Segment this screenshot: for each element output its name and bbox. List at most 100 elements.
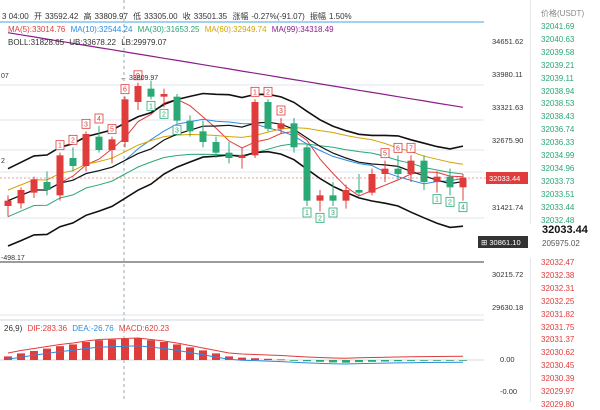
orderbook-buy-row[interactable]: 32030.62: [541, 348, 575, 358]
signal-badge: [458, 202, 468, 213]
signal-badge: [328, 207, 338, 218]
orderbook-sell-row[interactable]: 32038.94: [541, 86, 575, 96]
orderbook-sell-row[interactable]: 32039.11: [541, 73, 574, 83]
signal-badge: [302, 207, 312, 218]
orderbook-sell-row[interactable]: 32033.73: [541, 176, 575, 186]
candle-body: [147, 88, 155, 97]
signal-badge-number: 1: [305, 210, 309, 217]
macd-bar: [303, 360, 311, 362]
signal-badge: [393, 142, 403, 153]
orderbook-sell-row[interactable]: 32038.43: [541, 112, 575, 122]
macd-bar: [4, 356, 12, 360]
signal-badge: [380, 148, 390, 159]
candle-body: [212, 142, 220, 153]
orderbook-buy-row[interactable]: 32031.82: [541, 309, 575, 319]
current-price-tag-text: 32033.44: [489, 174, 520, 183]
orderbook-buy-row[interactable]: 32031.37: [541, 335, 575, 345]
left-edge-label: -498.17: [1, 255, 25, 262]
macd-bar: [459, 360, 467, 361]
candle-body: [381, 168, 389, 174]
orderbook-sell-row[interactable]: 32039.58: [541, 47, 575, 57]
candle-body: [355, 190, 363, 193]
current-sub-value: 205975.02: [542, 239, 580, 248]
candle-body: [433, 176, 441, 182]
orderbook-buy-row[interactable]: 32031.75: [541, 322, 575, 332]
orderbook-buy-row[interactable]: 32032.38: [541, 270, 575, 280]
macd-bar: [342, 360, 350, 363]
macd-bar: [147, 340, 155, 360]
signal-badge-number: 2: [318, 215, 322, 222]
candle-body: [264, 102, 272, 129]
orderbook-sell-row[interactable]: 32036.74: [541, 125, 575, 135]
current-price-box: 32033.44 205975.02: [530, 224, 600, 258]
candle-body: [420, 160, 428, 182]
signal-badge: [120, 84, 130, 95]
orderbook-sell-row[interactable]: 32033.44: [541, 202, 575, 212]
candle-body: [56, 155, 64, 196]
macd-bar: [407, 360, 415, 361]
ma5-value: MA(5):33014.76: [8, 25, 66, 34]
price-axis-label: 30215.72: [492, 270, 523, 279]
signal-badge: [250, 86, 260, 97]
signal-badge: [276, 105, 286, 116]
signal-badge: [107, 124, 117, 135]
macd-bar: [56, 346, 64, 360]
macd-panel: [0, 337, 484, 365]
candle-body: [277, 123, 285, 129]
signal-badge: [406, 142, 416, 153]
orderbook-sell-row[interactable]: 32032.48: [541, 215, 575, 225]
candle-body: [82, 134, 90, 166]
macd-bar: [264, 358, 272, 360]
macd-bar: [43, 348, 51, 360]
orderbook-sell-row[interactable]: 32034.99: [541, 151, 575, 160]
candle-body: [251, 102, 259, 156]
macd-bar: [238, 357, 246, 360]
candle-body: [134, 86, 142, 102]
signal-badge-number: 2: [162, 111, 166, 118]
macd-legend: 26,9) DIF:283.36 DEA:-26.76 MACD:620.23: [4, 324, 170, 333]
orderbook-buy-row[interactable]: 32032.31: [541, 283, 575, 293]
signal-badge-number: 2: [448, 199, 452, 206]
macd-axis-label: 0.00: [500, 355, 515, 364]
orderbook-sell-row[interactable]: 32033.51: [541, 189, 575, 199]
signal-badge-number: 3: [84, 121, 88, 128]
orderbook-sell-row[interactable]: 32038.53: [541, 99, 575, 109]
macd-bar: [446, 360, 454, 361]
marker-price-tag: [478, 236, 528, 248]
ma99-line: [7, 32, 464, 108]
candle-body: [407, 160, 415, 174]
orderbook-buy-row[interactable]: 32032.25: [541, 296, 575, 306]
macd-dif-line: [7, 337, 464, 359]
signal-badge: [315, 212, 325, 223]
candle-body: [225, 152, 233, 158]
orderbook-sell-row[interactable]: 32041.69: [541, 22, 575, 31]
ma-legend: MA(5):33014.76 MA(10):32544.24 MA(30):31…: [8, 25, 337, 35]
orderbook[interactable]: 价格(USDT) 32041.69 32040.63 32039.58 32039.2…: [530, 0, 600, 409]
macd-bar: [316, 360, 324, 362]
candles: [4, 80, 467, 217]
signal-badge-number: 2: [266, 89, 270, 96]
orderbook-buy-row[interactable]: 32030.39: [541, 374, 575, 384]
candle-body: [329, 195, 337, 201]
candle-body: [17, 190, 25, 204]
signal-badge: [445, 196, 455, 207]
orderbook-sell-row[interactable]: 32036.33: [541, 138, 575, 148]
orderbook-sell-row[interactable]: 32039.21: [541, 60, 575, 70]
current-price-tag: [486, 172, 528, 184]
orderbook-buy-row[interactable]: 32029.97: [541, 387, 575, 396]
orderbook-buy-row[interactable]: 32030.45: [541, 361, 575, 371]
orderbook-buy-row[interactable]: 32029.80: [541, 399, 575, 409]
orderbook-sell-row[interactable]: 32040.63: [541, 34, 575, 44]
signal-badge-number: 1: [253, 89, 257, 96]
candle-body: [238, 155, 246, 158]
orderbook-sell-row[interactable]: 32034.96: [541, 163, 575, 173]
signal-badge-number: 6: [123, 87, 127, 94]
macd-bar: [368, 360, 376, 362]
signal-badge-number: 1: [435, 197, 439, 204]
orderbook-buy-row[interactable]: 32032.47: [541, 258, 575, 267]
price-axis-label: 31421.74: [492, 203, 523, 212]
candle-body: [186, 120, 194, 132]
